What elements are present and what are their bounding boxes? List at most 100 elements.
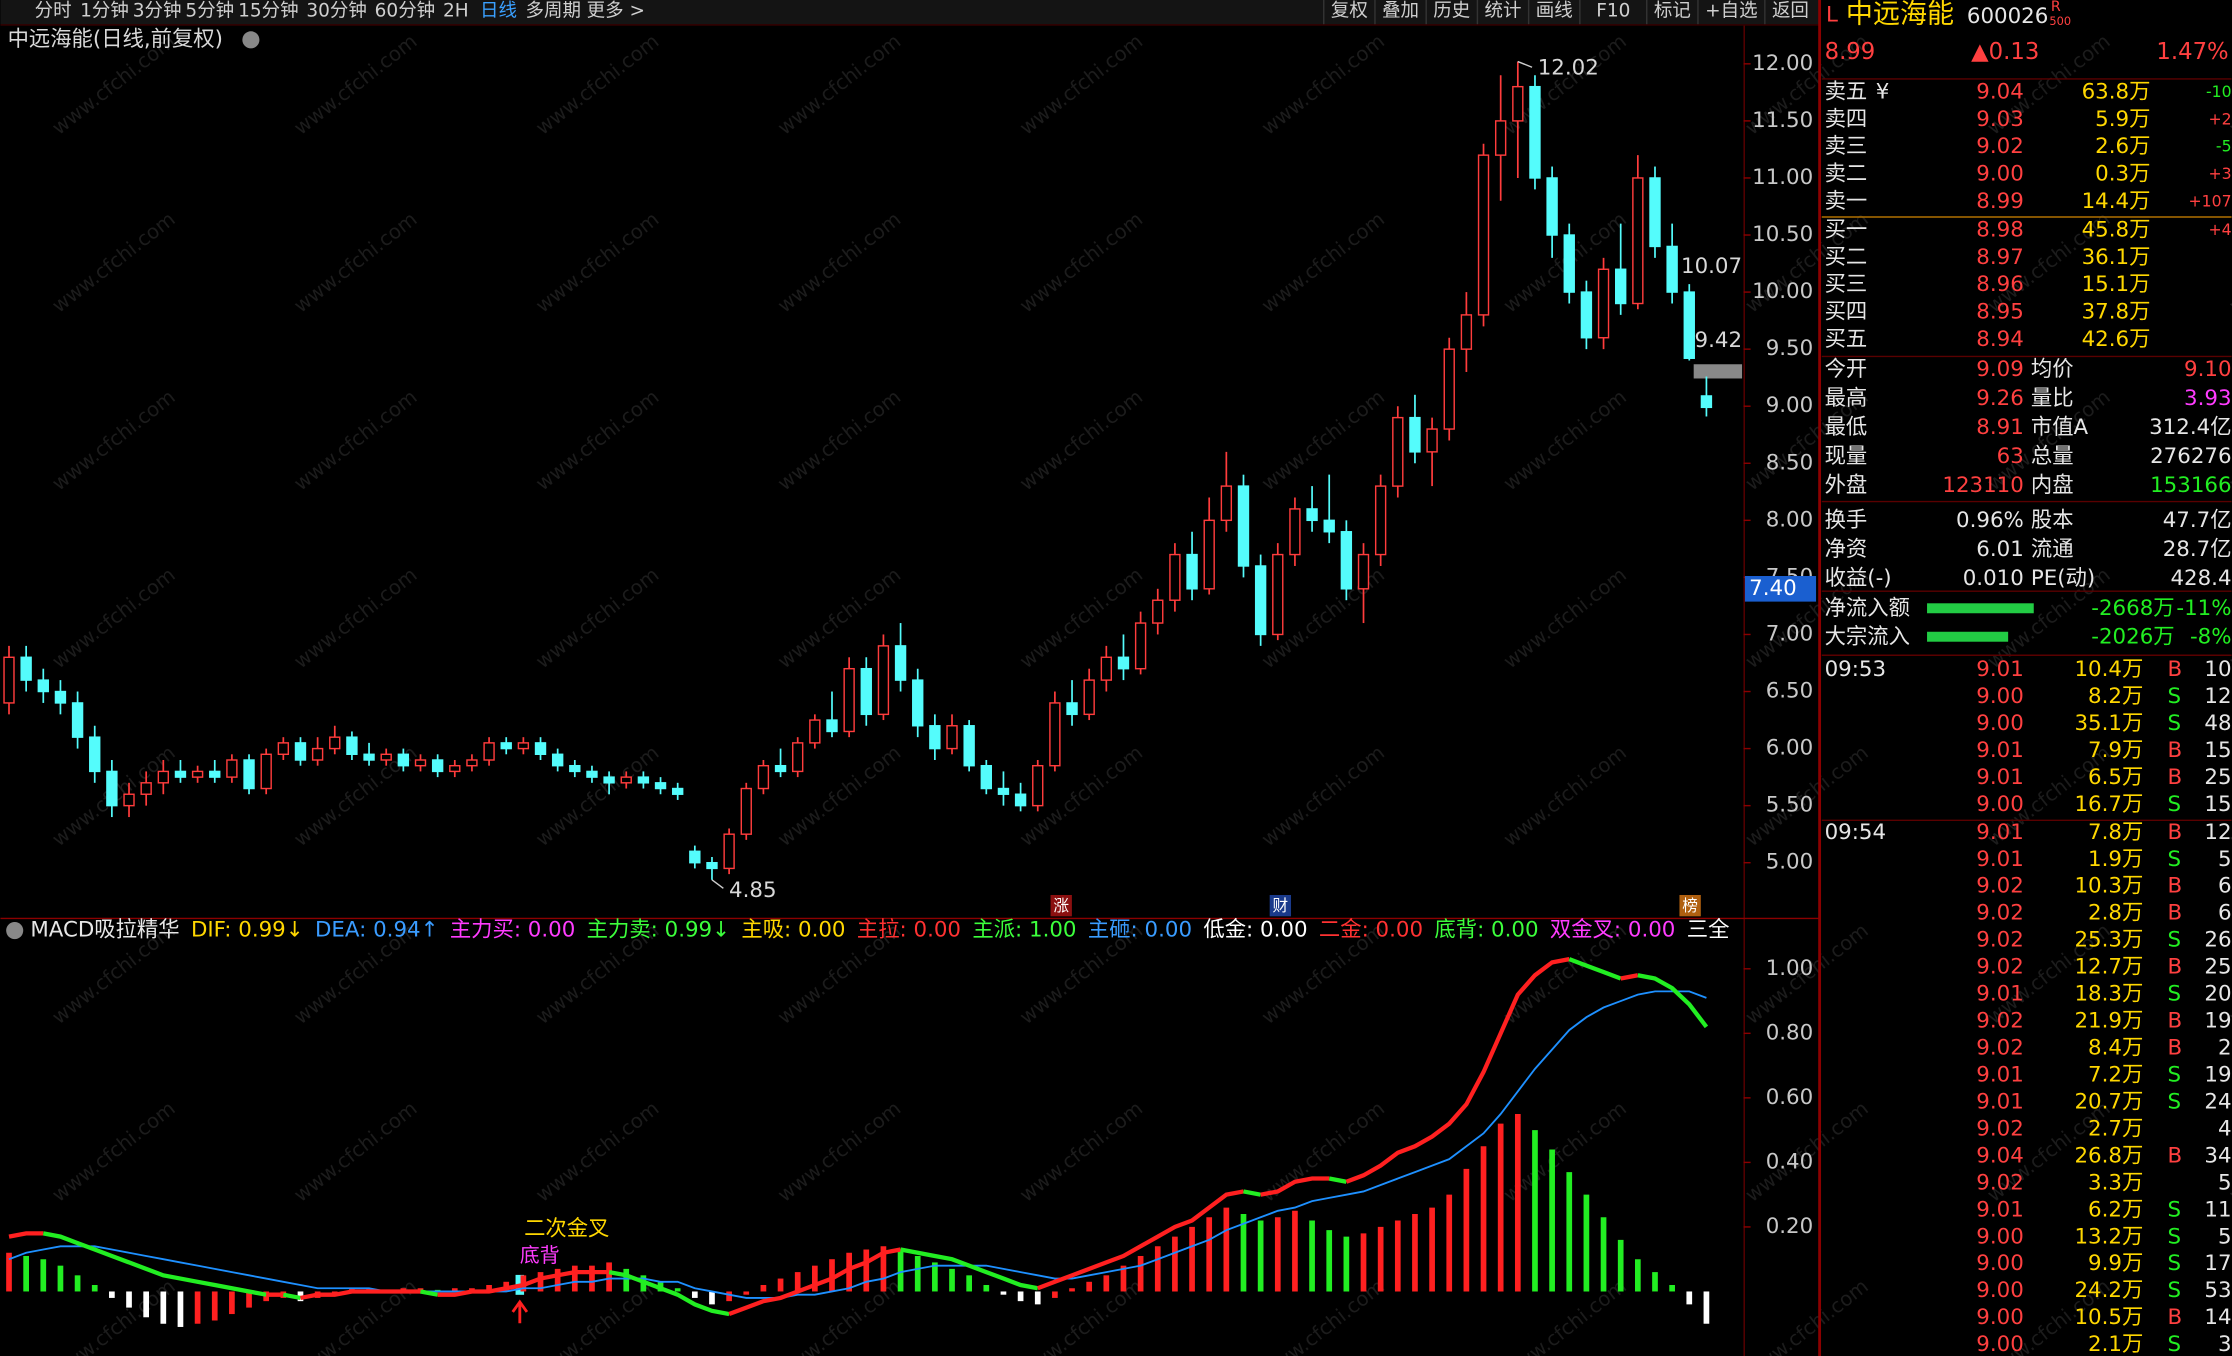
indicator-value: DEA: 0.94↑ xyxy=(315,918,438,943)
indicator-value: 三全 xyxy=(1687,918,1730,943)
stat-value: 0.010 xyxy=(1963,566,2024,591)
book-label: 买三 xyxy=(1825,272,1868,297)
toolbar-item[interactable]: 日线 xyxy=(480,0,517,21)
stat-value: 276276 xyxy=(2150,444,2231,469)
candle-body xyxy=(1580,291,1593,339)
toolbar-button[interactable]: 返回 xyxy=(1772,0,1809,21)
candle-body xyxy=(894,645,907,681)
candle-body xyxy=(1066,702,1078,716)
candle-body xyxy=(500,742,512,750)
event-box[interactable] xyxy=(1679,894,1701,917)
tick-price: 9.01 xyxy=(1976,657,2024,682)
book-price: 8.94 xyxy=(1976,327,2024,352)
toolbar-item[interactable]: 分时 xyxy=(35,0,72,21)
candle-body xyxy=(809,719,821,744)
toolbar-item[interactable]: 多周期 xyxy=(526,0,581,21)
tick-side: S xyxy=(2168,1062,2182,1087)
toolbar-item[interactable]: 5分钟 xyxy=(185,0,234,21)
indicator-menu-icon[interactable] xyxy=(6,922,24,940)
tick-count: 5 xyxy=(2218,1224,2232,1249)
tick-volume: 35.1万 xyxy=(2074,711,2143,736)
toolbar-item[interactable]: 1分钟 xyxy=(80,0,129,21)
tick-volume: 1.9万 xyxy=(2088,847,2143,872)
stat-value: 312.4亿 xyxy=(2149,415,2231,440)
y-tick-label: 9.00 xyxy=(1766,393,1814,418)
candle-body xyxy=(449,764,461,773)
tick-count: 4 xyxy=(2218,1116,2232,1141)
toolbar-button[interactable]: 历史 xyxy=(1433,0,1470,21)
tick-side: S xyxy=(2168,928,2182,953)
toolbar-button[interactable]: 标记 xyxy=(1654,0,1691,21)
tick-volume: 9.9万 xyxy=(2088,1251,2143,1276)
book-label: 买二 xyxy=(1825,245,1868,270)
y-tick-label: 1.00 xyxy=(1766,956,1814,981)
tick-price: 9.00 xyxy=(1976,1224,2024,1249)
candle-body xyxy=(1512,85,1524,122)
price-highlight xyxy=(1693,364,1743,379)
currency: ¥ xyxy=(1876,79,1890,104)
indicator-value: 双金叉: 0.00 xyxy=(1550,918,1675,943)
toolbar-button[interactable]: 叠加 xyxy=(1382,0,1419,21)
annotation-leader xyxy=(711,879,724,889)
candle-body xyxy=(1683,291,1695,359)
toolbar-item[interactable]: 2H xyxy=(443,0,469,21)
toolbar-button[interactable]: F10 xyxy=(1596,0,1630,21)
tick-volume: 20.7万 xyxy=(2074,1089,2143,1114)
candle-body xyxy=(637,776,650,784)
toolbar-button[interactable]: 统计 xyxy=(1485,0,1522,21)
candle-body xyxy=(346,736,358,756)
tick-time: 09:54 xyxy=(1825,820,1886,845)
signal-arrow xyxy=(511,1299,529,1324)
toolbar-item[interactable]: 60分钟 xyxy=(375,0,435,21)
event-label: 榜 xyxy=(1682,896,1698,915)
tick-price: 9.01 xyxy=(1976,1089,2024,1114)
candle-body xyxy=(123,793,135,807)
price-marker: 9.42 xyxy=(1695,328,1742,353)
candle-body xyxy=(1237,485,1250,567)
toolbar-button[interactable]: 画线 xyxy=(1536,0,1573,21)
title-menu-icon[interactable] xyxy=(242,31,260,49)
candle-body xyxy=(1272,553,1284,636)
candle-body xyxy=(1032,764,1044,807)
candle-body xyxy=(860,667,872,716)
tick-price: 9.02 xyxy=(1976,1036,2024,1061)
stat-label: 股本 xyxy=(2031,508,2074,533)
event-box[interactable] xyxy=(1269,894,1292,917)
tick-count: 20 xyxy=(2204,982,2231,1007)
tick-volume: 18.3万 xyxy=(2074,982,2143,1007)
indicator-value: DIF: 0.99↓ xyxy=(191,918,304,943)
candle-body xyxy=(843,667,855,733)
flow-amount: -2026万 xyxy=(2091,624,2174,649)
book-change: +4 xyxy=(2208,220,2231,239)
tick-side: B xyxy=(2168,1305,2183,1330)
toolbar-button[interactable]: 复权 xyxy=(1331,0,1368,21)
tick-price: 9.02 xyxy=(1976,1170,2024,1195)
book-price: 9.04 xyxy=(1976,79,2024,104)
event-box[interactable] xyxy=(1050,894,1072,917)
book-label: 买五 xyxy=(1825,327,1868,352)
stat-value: 63 xyxy=(1997,444,2024,469)
candle-body xyxy=(1357,553,1370,590)
dif-line xyxy=(1345,957,1570,1184)
dif-line xyxy=(1637,973,1709,1029)
toolbar-button[interactable]: +自选 xyxy=(1705,0,1757,21)
stat-label: 内盘 xyxy=(2031,473,2074,498)
candle-body xyxy=(466,759,478,767)
y-tick-label: 6.50 xyxy=(1766,679,1814,704)
flow-label: 大宗流入 xyxy=(1825,624,1910,649)
candle-body xyxy=(1563,234,1575,293)
toolbar-item[interactable]: 3分钟 xyxy=(133,0,182,21)
tick-side: S xyxy=(2168,1224,2182,1249)
toolbar-item[interactable]: 更多 > xyxy=(587,0,645,21)
candle-body xyxy=(1700,395,1713,409)
cursor-price-box xyxy=(1744,576,1817,602)
annotation-leader xyxy=(1517,60,1533,68)
chart-title: 中远海能(日线,前复权) xyxy=(8,27,223,52)
stat-value: 9.26 xyxy=(1976,386,2024,411)
tick-volume: 10.5万 xyxy=(2074,1305,2143,1330)
tick-price: 9.02 xyxy=(1976,955,2024,980)
toolbar-item[interactable]: 15分钟 xyxy=(238,0,299,21)
toolbar-item[interactable]: 30分钟 xyxy=(306,0,366,21)
dif-line xyxy=(8,1231,44,1239)
candle-body xyxy=(517,742,530,750)
